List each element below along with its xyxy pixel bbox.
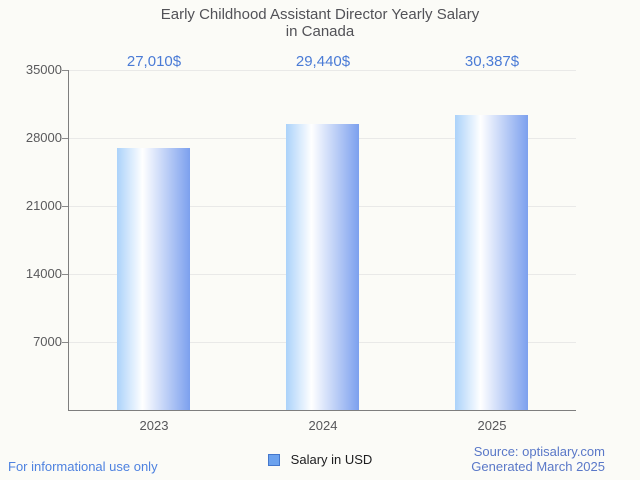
y-tick-label: 21000 <box>25 198 62 213</box>
legend-swatch-icon <box>267 453 280 466</box>
source-text: Source: optisalary.com <box>473 444 605 459</box>
source-block: Source: optisalary.com Generated March 2… <box>471 444 605 474</box>
salary-bar-2024 <box>286 124 359 410</box>
y-tick-mark <box>62 206 68 207</box>
y-tick-mark <box>62 274 68 275</box>
bar-value-label-2025: 30,387$ <box>464 53 520 70</box>
x-axis-label-2025: 2025 <box>477 418 507 433</box>
gridline <box>69 70 576 71</box>
y-tick-label: 28000 <box>25 130 62 145</box>
y-tick-label: 14000 <box>25 266 62 281</box>
y-tick-mark <box>62 138 68 139</box>
chart-title-line1: Early Childhood Assistant Director Yearl… <box>160 6 480 23</box>
chart-title: Early Childhood Assistant Director Yearl… <box>0 6 640 40</box>
x-axis-label-2023: 2023 <box>139 418 169 433</box>
y-tick-mark <box>62 342 68 343</box>
y-tick-label: 7000 <box>33 334 62 349</box>
bar-value-label-2023: 27,010$ <box>126 53 182 70</box>
y-tick-mark <box>62 70 68 71</box>
legend-label: Salary in USD <box>290 452 373 467</box>
salary-bar-2023 <box>117 148 190 410</box>
bar-value-label-2024: 29,440$ <box>295 53 351 70</box>
y-tick-label: 35000 <box>25 62 62 77</box>
salary-bar-2025 <box>455 115 528 410</box>
generated-text: Generated March 2025 <box>471 459 605 474</box>
chart-title-line2: in Canada <box>285 23 355 40</box>
x-axis-label-2024: 2024 <box>308 418 338 433</box>
disclaimer-text: For informational use only <box>8 459 158 474</box>
plot-area: 7000 14000 21000 28000 35000 27,010$ 2023 29,44… <box>26 54 576 433</box>
legend: Salary in USD <box>0 452 640 467</box>
